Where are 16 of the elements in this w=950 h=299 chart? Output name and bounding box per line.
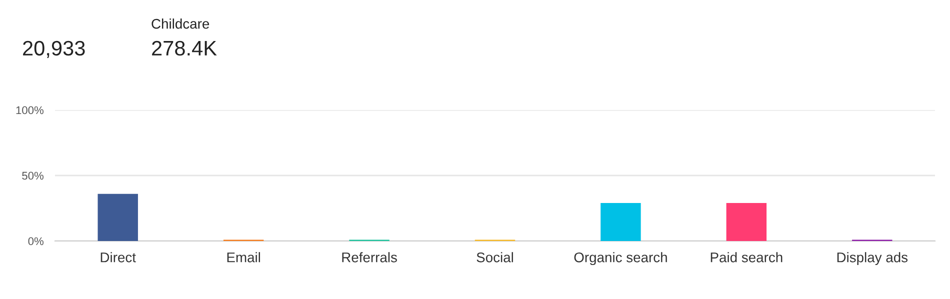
- bar: [726, 203, 767, 241]
- x-tick-label: Direct: [100, 252, 136, 262]
- y-tick-label: 100%: [16, 106, 44, 114]
- bar: [600, 203, 641, 241]
- x-tick-label: Paid search: [710, 252, 782, 262]
- text: 278.4K: [152, 40, 217, 56]
- x-tick-label: Organic search: [574, 252, 667, 266]
- x-tick-label: Referrals: [342, 252, 397, 262]
- x-tick-label: Display ads: [837, 252, 908, 266]
- y-tick-label: 50%: [22, 172, 44, 180]
- x-tick-label: Email: [227, 252, 260, 262]
- text: 20,933: [23, 40, 85, 58]
- x-tick-label: Social: [476, 252, 513, 262]
- text: Childcare: [152, 18, 210, 29]
- y-tick-label: 0%: [28, 237, 44, 246]
- bar: [98, 194, 138, 241]
